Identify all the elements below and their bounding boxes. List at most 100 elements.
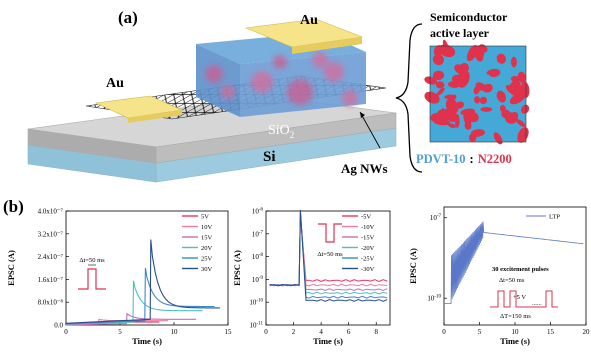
n2200-domain [470, 129, 485, 137]
legend-label: -10V [361, 224, 375, 231]
x-axis-label: Time (s) [313, 336, 343, 346]
pulse-train-icon [490, 290, 558, 308]
n2200-domain [474, 96, 481, 104]
zoom-bracket-icon [395, 23, 423, 173]
n2200-domain [464, 121, 472, 130]
y-tick-label: 3.2x10⁻⁷ [38, 230, 64, 238]
n2200-domain [445, 98, 459, 115]
legend-label: -5V [361, 213, 371, 220]
train-dt2: ΔT=150 ms [500, 313, 531, 320]
pulse-annotation: Δt=50 ms [79, 257, 105, 264]
x-tick-label: 8 [374, 328, 378, 336]
n2200-domain [520, 104, 530, 114]
legend-label: 20V [201, 245, 213, 252]
chart2-frame [265, 210, 391, 326]
n2200-domain [505, 112, 518, 124]
legend-label: 5V [201, 213, 209, 220]
y-tick-label: 10-8 [252, 253, 264, 261]
x-tick-label: 6 [347, 328, 351, 336]
semiconductor-block [196, 32, 366, 117]
x-tick-label: 0 [442, 328, 446, 336]
y-axis-label: EPSC (A) [408, 248, 418, 284]
n2200-domain [466, 45, 478, 62]
au-left-label: Au [106, 76, 124, 91]
train-amp: +5 V [513, 294, 526, 301]
sio2-layer-side [27, 128, 157, 164]
n2200-domain [516, 119, 526, 127]
x-tick-label: 5 [118, 328, 122, 336]
y-tick-label: 1.6x10⁻⁷ [38, 276, 64, 284]
n2200-domain [455, 101, 465, 109]
n2200-domain [510, 76, 520, 83]
n2200-domain [480, 107, 493, 112]
y-tick-label: 10-10 [427, 295, 441, 303]
pulse-waveform-icon [318, 223, 342, 243]
legend-label: -20V [361, 245, 375, 252]
n2200-domain [433, 49, 443, 56]
y-axis-label: EPSC (A) [232, 250, 242, 286]
y-axis-label: EPSC (A) [6, 250, 16, 286]
x-tick-label: 15 [225, 328, 233, 336]
legend-label: -15V [361, 234, 375, 241]
n2200-domain [493, 132, 503, 145]
series-line-LTP [444, 221, 584, 304]
x-tick-label: 15 [547, 328, 555, 336]
y-tick-label: 2.4x10⁻⁷ [38, 253, 64, 261]
inset-title-line2: active layer [430, 26, 490, 40]
morphology-inset [424, 39, 530, 145]
n2200-domain [479, 96, 488, 105]
n2200-domain [463, 110, 472, 126]
chart-ltp: 10-10 10-7 0 5 10 15 20 Time (s) EPSC (A) LTP 30 e… [408, 206, 591, 346]
y-tick-label: 8.0x10⁻⁸ [38, 299, 64, 307]
series-line--30V [269, 209, 388, 302]
x-tick-label: 20 [583, 328, 591, 336]
inset-title-line1: Semiconductor [430, 10, 508, 24]
au-right-label: Au [300, 13, 318, 28]
material-legend: PDVT-10: N2200 [416, 152, 512, 166]
legend-label: 10V [201, 224, 213, 231]
y-tick-label: 10-7 [252, 230, 264, 238]
legend-label: 25V [201, 255, 213, 262]
panel-b-label: (b) [3, 197, 24, 216]
n2200-domain [436, 87, 445, 96]
n2200-domain [510, 84, 527, 94]
x-tick-label: 4 [319, 328, 323, 336]
x-tick-label: 5 [478, 328, 482, 336]
n2200-domain [448, 123, 457, 128]
n2200-domain [432, 70, 445, 81]
x-tick-label: 10 [171, 328, 179, 336]
chart-epsc-negative-pulses: 10-11 10-10 10-9 10-8 10-7 10-6 0 2 4 6 8 Time (s) E… [232, 208, 391, 346]
y-tick-label: 10-7 [430, 214, 442, 222]
x-axis-label: Time (s) [500, 336, 530, 346]
y-tick-label: 4.0x10⁻⁷ [38, 208, 64, 216]
n2200-domain [479, 45, 485, 57]
n2200-domain [496, 53, 506, 64]
chart1-frame [65, 210, 229, 326]
pulse-annotation: Δt=50 ms [317, 251, 343, 258]
n2200-domain [513, 97, 519, 105]
train-title: 30 excitement pulses [492, 266, 549, 273]
x-tick-label: 10 [512, 328, 520, 336]
x-axis-label: Time (s) [132, 336, 162, 346]
y-tick-label: 10-9 [252, 276, 264, 284]
n2200-domain [473, 85, 480, 95]
au-left-front [128, 110, 182, 123]
n2200-domain [457, 70, 470, 88]
legend-label: LTP [549, 214, 560, 221]
series-line-20V [65, 280, 203, 325]
legend-label: -30V [361, 266, 375, 273]
n2200-domain [496, 90, 506, 103]
n2200-domain [454, 64, 466, 75]
device-schematic [27, 18, 397, 183]
pulse-waveform-icon [78, 268, 106, 290]
y-tick-label: 10-11 [250, 322, 264, 330]
n2200-domain [435, 81, 445, 89]
y-tick-label: 10-10 [249, 299, 263, 307]
y-tick-label: 10-6 [252, 208, 264, 216]
x-tick-label: 2 [292, 328, 296, 336]
si-label: Si [263, 149, 276, 165]
y-tick-label: 0.0 [54, 322, 63, 330]
train-dots: ...... [532, 300, 542, 307]
legend-label: -25V [361, 255, 375, 262]
